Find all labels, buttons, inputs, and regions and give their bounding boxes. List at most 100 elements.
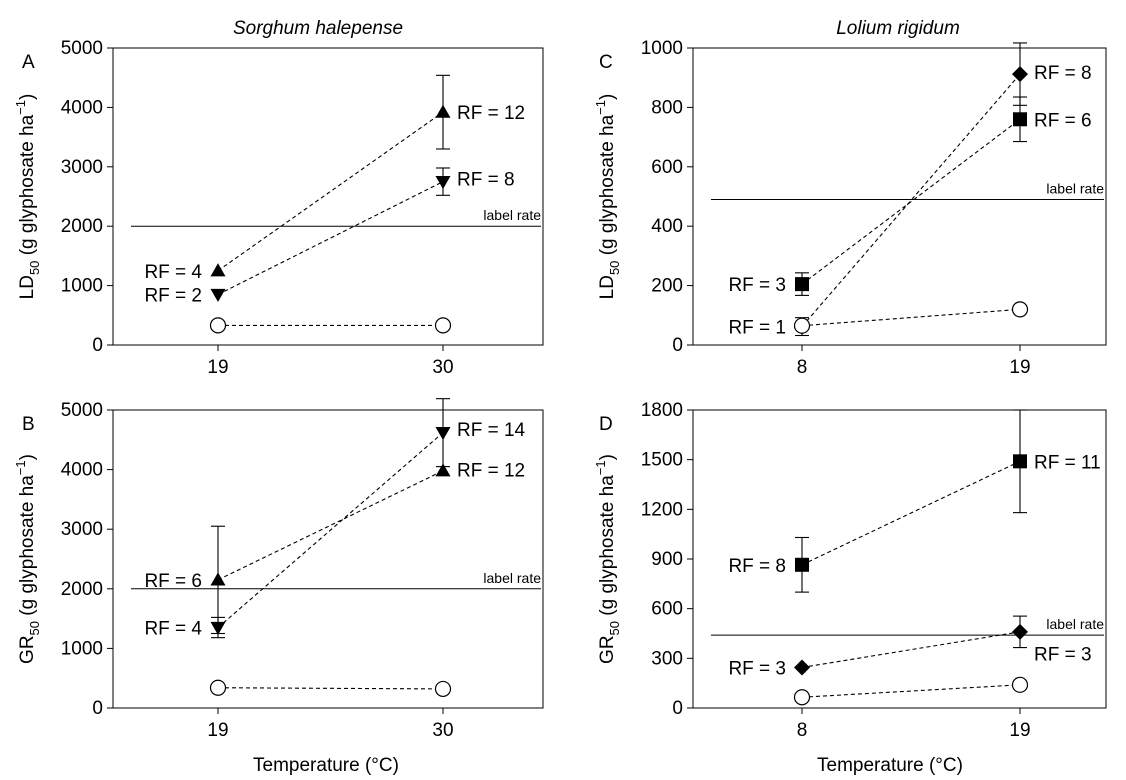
data-point — [434, 680, 452, 698]
rf-annotation: RF = 8 — [457, 170, 515, 191]
y-axis-title-part: −1 — [13, 100, 28, 115]
y-axis-title-part: 50 — [607, 261, 622, 275]
column-title-sorghum: Sorghum halepense — [233, 18, 403, 39]
data-point — [795, 277, 809, 292]
series-line — [801, 73, 1021, 327]
series-triangle-down — [210, 167, 451, 303]
data-point — [1011, 301, 1029, 318]
y-axis-title-part: GR — [17, 635, 38, 664]
series-line — [801, 308, 1021, 327]
rf-annotation: RF = 6 — [144, 571, 202, 592]
data-point — [210, 288, 226, 303]
data-point — [1013, 454, 1027, 469]
series-line — [217, 432, 444, 628]
data-point — [435, 104, 451, 118]
label-rate-label: label rate — [1046, 180, 1104, 196]
y-tick-label: 3000 — [61, 157, 103, 178]
x-axis-title-right: Temperature (°C) — [817, 755, 963, 776]
series-line — [217, 470, 444, 581]
panel-letter: D — [599, 414, 613, 435]
panel-d: D 0 300 600 900 1200 1500 1800 8 19 GR50 (g glypho… — [593, 400, 1107, 741]
label-rate-label: label rate — [483, 570, 541, 586]
y-tick-label: 1000 — [61, 276, 103, 297]
rf-annotation: RF = 11 — [1034, 452, 1101, 473]
y-tick-label: 0 — [672, 335, 683, 356]
series-circle-open — [793, 301, 1029, 334]
series-circle-open — [209, 679, 452, 698]
y-tick-label: 1800 — [641, 400, 683, 421]
series-line — [801, 684, 1021, 698]
y-tick-label: 600 — [651, 599, 683, 620]
y-axis-title-part: (g glyphosate ha — [17, 475, 38, 621]
y-axis-title: LD50 (g glyphosate ha−1) — [13, 94, 42, 300]
series-square — [795, 96, 1027, 296]
y-tick-label: 1200 — [641, 499, 683, 520]
series-square — [795, 409, 1027, 593]
x-tick-label: 30 — [432, 720, 453, 741]
rf-annotation: RF = 8 — [728, 556, 786, 577]
rf-annotation: RF = 4 — [144, 262, 202, 283]
data-point — [793, 317, 811, 334]
rf-annotation: RF = 3 — [1034, 644, 1092, 665]
y-axis-title-part: −1 — [13, 460, 28, 475]
data-point — [1013, 112, 1027, 127]
y-tick-label: 900 — [651, 549, 683, 570]
x-tick-label: 8 — [797, 357, 808, 378]
y-axis-title-part: −1 — [593, 460, 608, 475]
data-point — [435, 427, 451, 441]
series-line — [217, 111, 444, 272]
panel-letter: B — [22, 414, 35, 435]
plot-frame — [692, 47, 1107, 346]
series-circle-open — [793, 676, 1029, 706]
y-axis-title-part: ) — [597, 94, 618, 100]
y-tick-label: 0 — [672, 698, 683, 719]
y-tick-label: 4000 — [61, 460, 103, 481]
y-tick-label: 4000 — [61, 97, 103, 118]
panel-a: A 0 1000 2000 3000 4000 5000 19 30 LD50 (g glypho… — [13, 38, 544, 378]
x-tick-label: 19 — [1009, 720, 1030, 741]
data-point — [794, 659, 810, 676]
y-tick-label: 5000 — [61, 38, 103, 59]
y-axis-title: GR50 (g glyphosate ha−1) — [13, 454, 42, 664]
rf-annotation: RF = 3 — [728, 275, 786, 296]
data-point — [435, 463, 451, 477]
data-point — [795, 557, 809, 572]
column-title-lolium: Lolium rigidum — [836, 18, 960, 39]
y-axis-title-part: (g glyphosate ha — [597, 475, 618, 621]
x-tick-label: 19 — [207, 720, 228, 741]
rf-annotation: RF = 8 — [1034, 63, 1092, 84]
y-tick-label: 0 — [92, 698, 103, 719]
series-line — [801, 460, 1021, 566]
series-triangle-down — [210, 398, 451, 639]
data-point — [209, 317, 227, 334]
data-point — [209, 679, 227, 696]
y-axis-title-part: LD — [597, 275, 618, 299]
y-axis-title-part: 50 — [27, 261, 42, 275]
x-tick-label: 19 — [1009, 357, 1030, 378]
x-tick-label: 19 — [207, 357, 228, 378]
data-point — [793, 689, 811, 706]
data-point — [1012, 66, 1028, 83]
data-point — [210, 572, 226, 586]
rf-annotation: RF = 12 — [457, 103, 525, 124]
rf-annotation: RF = 6 — [1034, 110, 1092, 131]
rf-annotation: RF = 3 — [728, 658, 786, 679]
y-axis-title-part: (g glyphosate ha — [597, 114, 618, 260]
y-tick-label: 5000 — [61, 400, 103, 421]
y-axis-title-part: GR — [597, 635, 618, 664]
rf-annotation: RF = 1 — [728, 318, 786, 339]
y-axis-title-part: ) — [17, 454, 38, 460]
y-tick-label: 200 — [651, 276, 683, 297]
y-axis-title-part: 50 — [607, 621, 622, 635]
x-tick-label: 8 — [797, 720, 808, 741]
plot-frame — [112, 47, 544, 346]
series-line — [217, 687, 444, 690]
y-axis-title-part: ) — [597, 454, 618, 460]
series-circle-open — [209, 317, 452, 334]
x-tick-label: 30 — [432, 357, 453, 378]
data-point — [434, 317, 452, 334]
data-point — [210, 263, 226, 277]
series-line — [217, 181, 444, 296]
panel-letter: A — [22, 52, 35, 73]
